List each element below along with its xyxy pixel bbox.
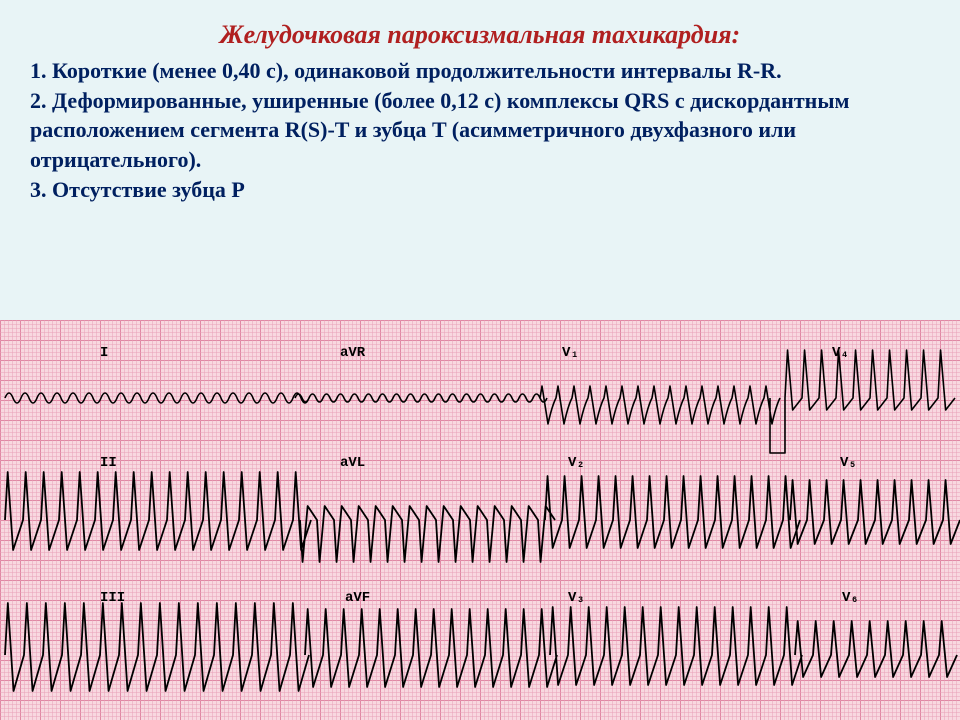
ecg-lead-label-aVL: aVL [340,455,365,471]
ecg-lead-label-V: V₂ [568,455,585,471]
ecg-lead-label-V: V₃ [568,590,585,606]
ecg-strip-region: IaVR V₁ V₄ II aVL V₂ V₅ III aVF V₃ V₆ [0,320,960,720]
ecg-trace-row1 [5,350,955,453]
ecg-lead-label-V: V₅ [840,455,857,471]
ecg-traces-svg [0,320,960,720]
slide-text-region: Желудочковая пароксизмальная тахикардия:… [0,0,960,320]
ecg-lead-label-III: III [100,590,125,606]
ecg-lead-label-V: V₁ [562,345,579,361]
criterion-1: 1. Короткие (менее 0,40 с), одинаковой п… [30,56,930,86]
ecg-trace-row2 [5,472,960,562]
criterion-3: 3. Отсутствие зубца Р [30,175,930,205]
ecg-lead-label-aVR: aVR [340,345,365,361]
ecg-lead-label-V: V₆ [842,590,859,606]
ecg-trace-row3 [5,603,957,691]
ecg-lead-label-V: V₄ [832,345,849,361]
ecg-lead-label-aVF: aVF [345,590,370,606]
ecg-lead-label-II: II [100,455,117,471]
ecg-lead-label-I: I [100,345,108,361]
criterion-2: 2. Деформированные, уширенные (более 0,1… [30,86,930,175]
slide-title: Желудочковая пароксизмальная тахикардия: [30,20,930,50]
